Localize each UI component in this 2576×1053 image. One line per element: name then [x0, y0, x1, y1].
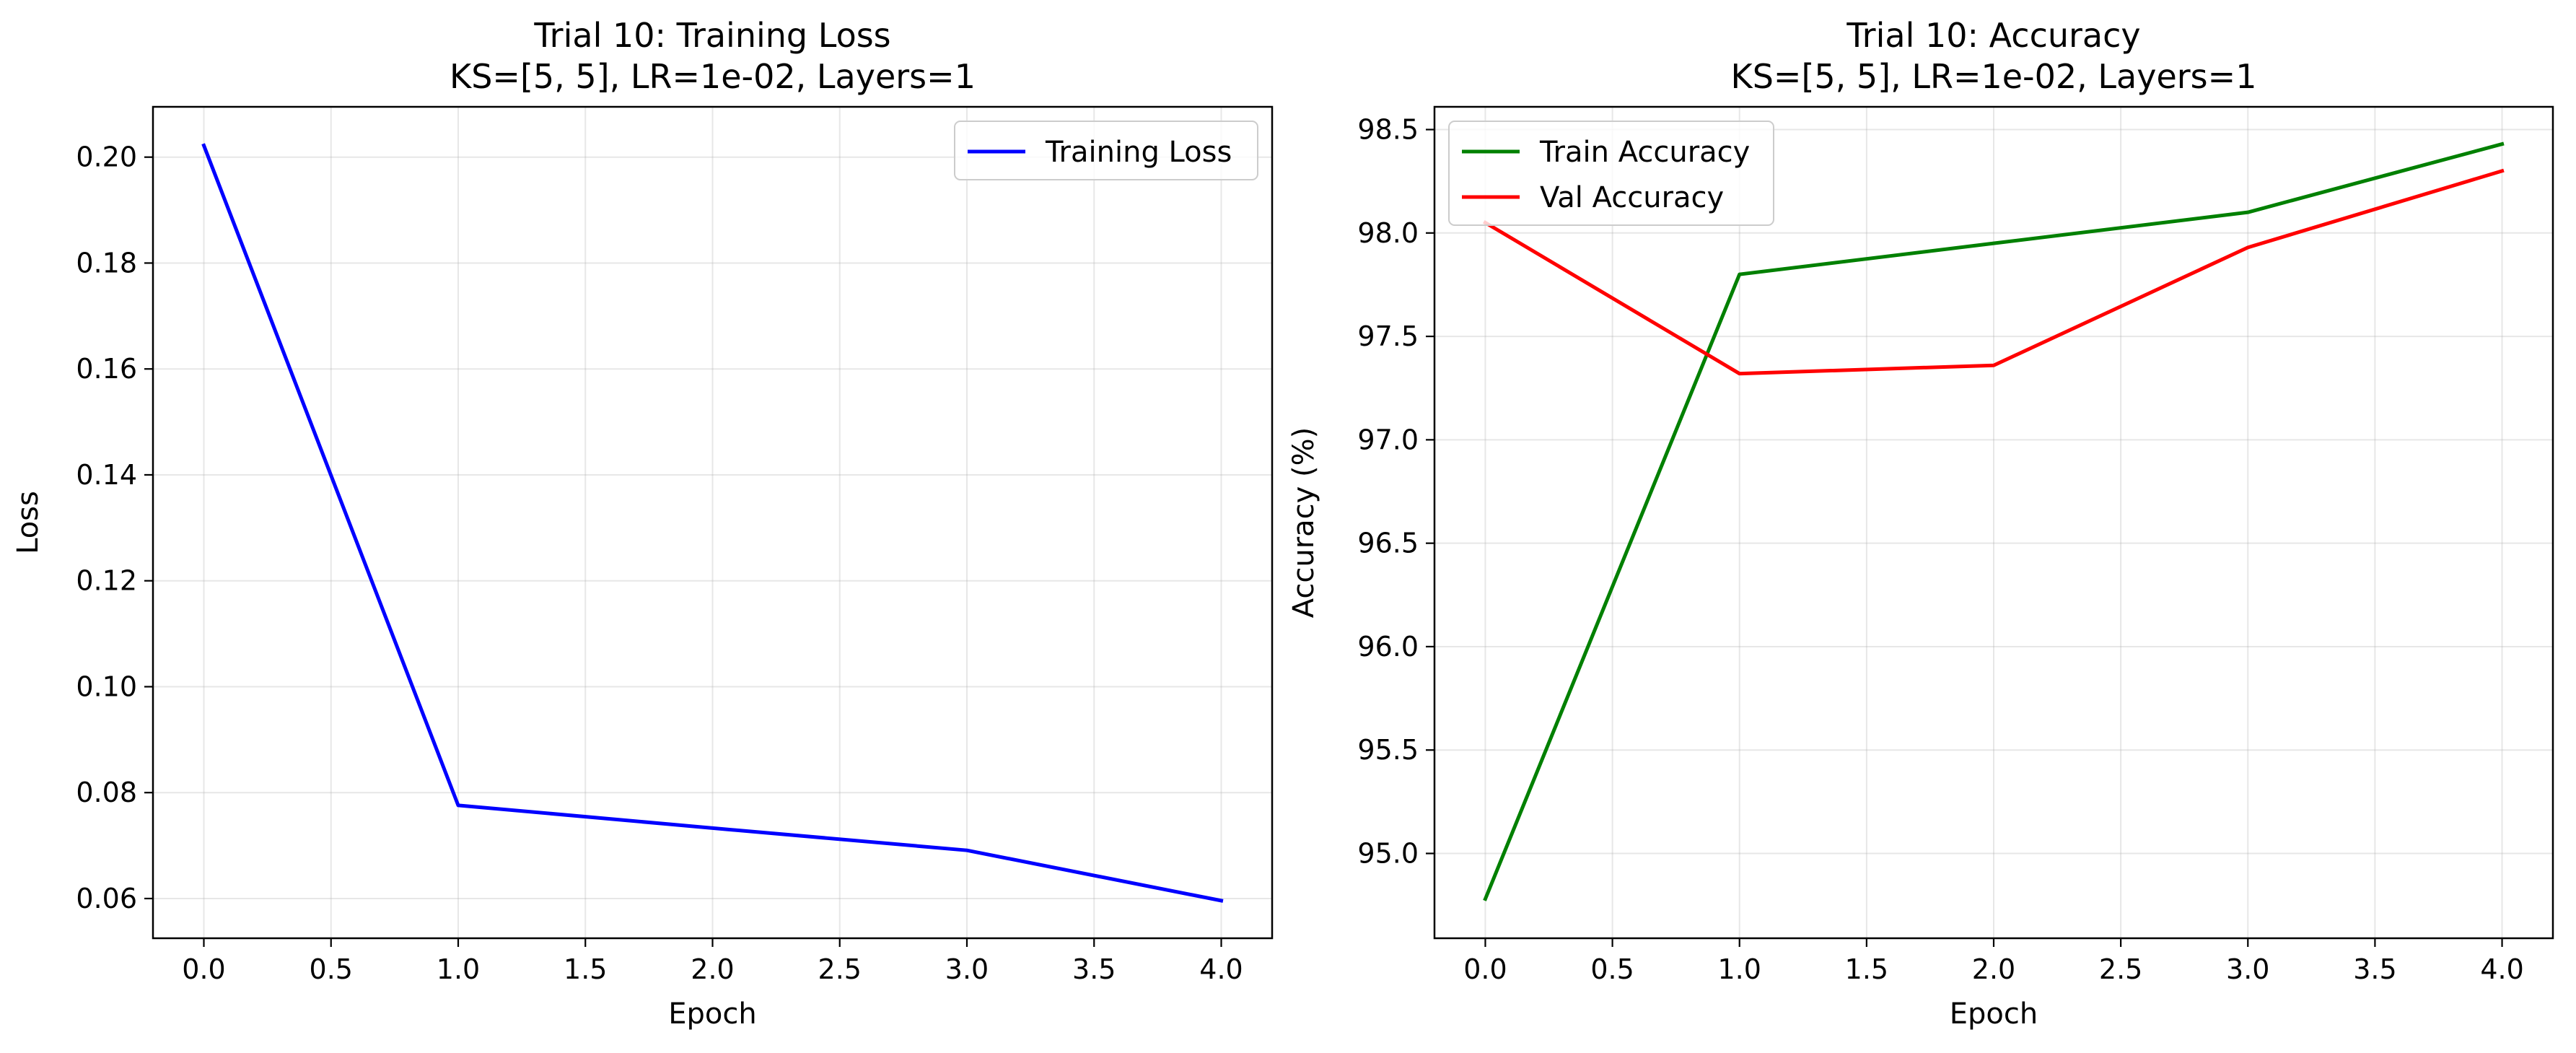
- y-tick-label: 96.0: [1357, 631, 1419, 663]
- series-line-train-accuracy: [1483, 141, 2505, 901]
- x-axis-label: Epoch: [1950, 997, 2038, 1031]
- y-tick-label: 0.12: [76, 565, 137, 597]
- chart-title: Trial 10: Training Loss: [533, 16, 890, 55]
- series-line-val-accuracy: [1483, 168, 2505, 376]
- x-tick-label: 2.5: [2099, 953, 2142, 985]
- y-tick-label: 96.5: [1357, 528, 1419, 559]
- legend: Training Loss: [954, 121, 1258, 180]
- y-tick-label: 97.5: [1357, 320, 1419, 352]
- x-tick-label: 0.5: [310, 953, 353, 985]
- y-axis-label: Accuracy (%): [1287, 427, 1320, 619]
- x-tick-label: 2.5: [818, 953, 862, 985]
- y-tick-label: 0.20: [76, 141, 137, 173]
- x-axis-label: Epoch: [668, 997, 756, 1031]
- chart-subtitle: KS=[5, 5], LR=1e-02, Layers=1: [1731, 57, 2257, 96]
- y-tick-label: 0.08: [76, 777, 137, 808]
- x-tick-label: 4.0: [1199, 953, 1243, 985]
- y-tick-label: 97.0: [1357, 424, 1419, 455]
- y-tick-label: 0.16: [76, 353, 137, 385]
- legend-box: [954, 121, 1258, 180]
- y-tick-label: 0.10: [76, 670, 137, 702]
- y-tick-label: 95.5: [1357, 734, 1419, 766]
- x-tick-label: 2.0: [691, 953, 734, 985]
- x-tick-label: 3.0: [945, 953, 989, 985]
- chart-subtitle: KS=[5, 5], LR=1e-02, Layers=1: [450, 57, 976, 96]
- x-tick-label: 3.0: [2226, 953, 2269, 985]
- x-tick-label: 2.0: [1972, 953, 2015, 985]
- x-tick-label: 3.5: [1072, 953, 1116, 985]
- y-tick-label: 95.0: [1357, 838, 1419, 870]
- x-tick-label: 4.0: [2480, 953, 2523, 985]
- y-tick-label: 0.14: [76, 459, 137, 491]
- x-tick-label: 1.0: [437, 953, 480, 985]
- y-tick-label: 0.18: [76, 247, 137, 279]
- x-tick-label: 0.0: [1463, 953, 1507, 985]
- x-tick-label: 1.5: [1845, 953, 1888, 985]
- legend: Train Accuracy Val Accuracy: [1448, 121, 1774, 226]
- legend-box: [1448, 121, 1774, 226]
- x-tick-label: 3.5: [2353, 953, 2396, 985]
- legend-label: Train Accuracy: [1539, 136, 1750, 169]
- y-axis-label: Loss: [12, 491, 45, 554]
- plot-frame: [1433, 105, 2554, 940]
- legend-label: Val Accuracy: [1540, 181, 1724, 214]
- plot-frame: [152, 105, 1274, 940]
- x-tick-label: 1.5: [564, 953, 607, 985]
- x-tick-label: 1.0: [1718, 953, 1761, 985]
- x-tick-label: 0.0: [182, 953, 225, 985]
- series-line-training-loss: [201, 143, 1224, 903]
- y-tick-label: 98.0: [1357, 217, 1419, 249]
- x-tick-label: 0.5: [1590, 953, 1634, 985]
- y-tick-label: 98.5: [1357, 114, 1419, 146]
- chart-title: Trial 10: Accuracy: [1846, 16, 2140, 55]
- legend-label: Training Loss: [1045, 136, 1232, 169]
- y-tick-label: 0.06: [76, 883, 137, 914]
